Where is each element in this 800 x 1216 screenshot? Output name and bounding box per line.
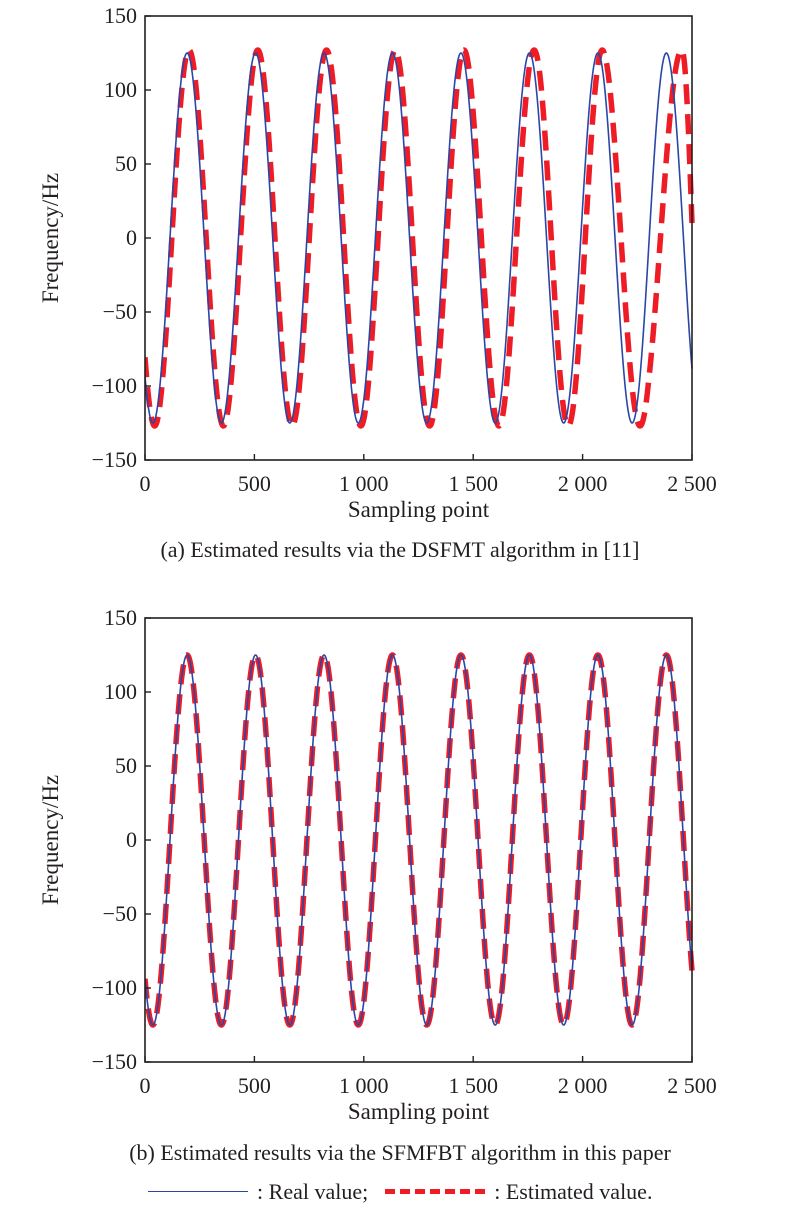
x-tick-label: 0	[140, 1073, 151, 1098]
series-real-value-line	[145, 52, 693, 424]
x-tick-label: 500	[238, 471, 271, 496]
y-tick-label: 50	[115, 753, 137, 778]
x-tick-label: 2 000	[558, 1073, 608, 1098]
legend-estimated-label: : Estimated value.	[494, 1179, 653, 1204]
legend-real-label: : Real value;	[257, 1179, 369, 1204]
panel-a-caption: (a) Estimated results via the DSFMT algo…	[160, 537, 640, 562]
y-axis-title: Frequency/Hz	[38, 775, 63, 905]
y-tick-label: −100	[92, 975, 137, 1000]
x-tick-label: 0	[140, 471, 151, 496]
y-tick-label: 150	[104, 3, 137, 28]
x-axis-title: Sampling point	[348, 1099, 490, 1124]
y-tick-label: −150	[92, 447, 137, 472]
x-tick-label: 1 000	[339, 471, 389, 496]
x-tick-label: 500	[238, 1073, 271, 1098]
legend: : Real value; : Estimated value.	[0, 1179, 800, 1205]
series-real-value-line	[145, 654, 693, 1026]
y-tick-label: 150	[104, 605, 137, 630]
y-tick-label: −50	[103, 299, 137, 324]
y-tick-label: −100	[92, 373, 137, 398]
x-tick-label: 2 000	[558, 471, 608, 496]
x-axis-title: Sampling point	[348, 497, 490, 522]
series-estimated-value-line	[145, 47, 695, 429]
y-tick-label: 0	[126, 225, 137, 250]
y-tick-label: 0	[126, 827, 137, 852]
x-tick-label: 2 500	[667, 1073, 717, 1098]
panel-b-caption: (b) Estimated results via the SFMFBT alg…	[129, 1140, 671, 1165]
y-tick-label: 50	[115, 151, 137, 176]
y-tick-label: −150	[92, 1049, 137, 1074]
x-tick-label: 1 500	[448, 1073, 498, 1098]
x-tick-label: 2 500	[667, 471, 717, 496]
legend-estimated-swatch	[384, 1189, 485, 1195]
legend-real-swatch	[147, 1191, 248, 1193]
y-axis-title: Frequency/Hz	[38, 173, 63, 303]
y-tick-label: 100	[104, 77, 137, 102]
x-tick-label: 1 000	[339, 1073, 389, 1098]
x-tick-label: 1 500	[448, 471, 498, 496]
y-tick-label: 100	[104, 679, 137, 704]
y-tick-label: −50	[103, 901, 137, 926]
